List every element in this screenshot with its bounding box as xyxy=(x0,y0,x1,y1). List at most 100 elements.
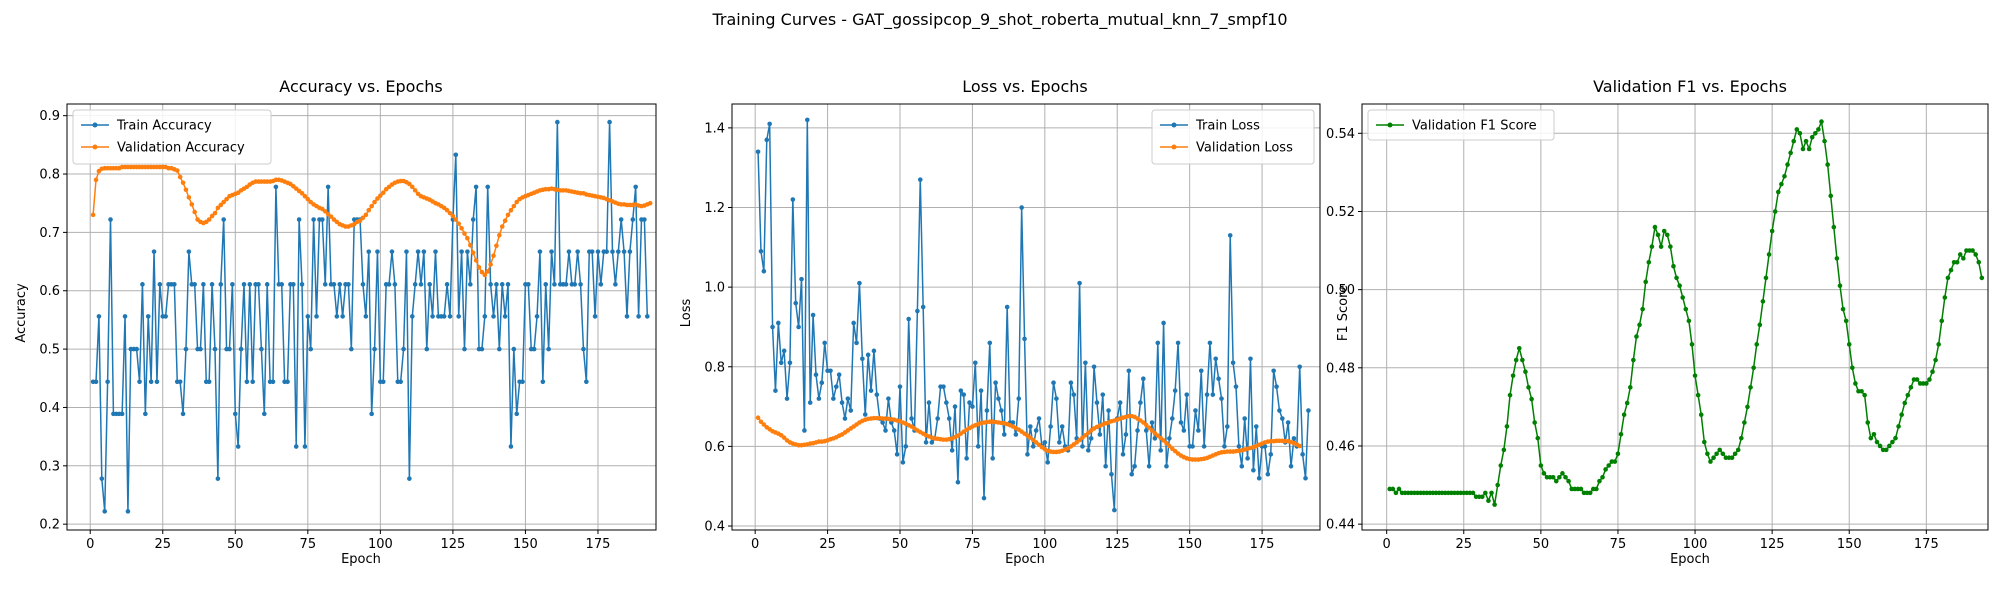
loss-xtick-label: 175 xyxy=(1250,537,1275,552)
f1-xtick-label: 175 xyxy=(1914,537,1939,552)
f1-series-0-point xyxy=(1538,463,1544,468)
f1-series-0-point xyxy=(1504,424,1510,429)
loss-series-0-point xyxy=(816,396,822,401)
loss-series-0-point xyxy=(1094,400,1100,405)
f1-series-0-point xyxy=(1954,259,1960,265)
loss-series-0-point xyxy=(970,404,975,409)
f1-series-0-point xyxy=(1677,283,1682,289)
loss-series-0-point xyxy=(889,420,894,425)
f1-series-0-point xyxy=(1794,127,1800,132)
accuracy-legend-label: Train Accuracy xyxy=(116,119,212,134)
loss-series-0-point xyxy=(1262,444,1268,449)
accuracy-series-0-point xyxy=(645,314,650,319)
f1-series-0-point xyxy=(1840,306,1846,312)
accuracy-series-1-point xyxy=(456,221,462,226)
f1-series-0-point xyxy=(1550,474,1556,480)
accuracy-series-0-point xyxy=(334,314,340,319)
f1-series-0-point xyxy=(1516,345,1522,351)
f1-series-0-point xyxy=(1705,451,1710,457)
loss-series-0-point xyxy=(1126,368,1132,374)
accuracy-series-0-point xyxy=(293,444,299,449)
accuracy-series-0-point xyxy=(581,346,586,352)
loss-series-0-point xyxy=(900,460,906,465)
accuracy-series-0-point xyxy=(613,282,618,287)
accuracy-series-1-point xyxy=(499,224,505,229)
f1-series-0-point xyxy=(1957,252,1963,257)
accuracy-series-0-point xyxy=(105,379,110,385)
loss-series-0-point xyxy=(1167,436,1172,441)
accuracy-series-1-point xyxy=(482,272,488,278)
loss-series-0-point xyxy=(964,456,969,461)
loss-xtick-label: 125 xyxy=(1105,537,1130,552)
accuracy-series-1-point xyxy=(470,250,476,256)
f1-series-0-point xyxy=(1905,392,1911,398)
accuracy-xtick-label: 50 xyxy=(227,537,244,552)
loss-series-0-point xyxy=(996,396,1001,401)
loss-series-0-point xyxy=(1169,416,1175,421)
accuracy-ytick-label: 0.8 xyxy=(39,168,60,183)
f1-series-0-point xyxy=(1621,412,1627,418)
loss-series-0-point xyxy=(897,384,903,389)
f1-series-0-point xyxy=(1708,459,1713,464)
accuracy-series-0-point xyxy=(322,282,328,287)
accuracy-series-1-point xyxy=(491,253,496,259)
loss-series-0-point xyxy=(1193,408,1198,413)
accuracy-xtick-label: 150 xyxy=(513,537,538,552)
f1-series-0-point xyxy=(1668,244,1673,249)
accuracy-series-0-point xyxy=(102,509,108,514)
f1-series-0-point xyxy=(1612,459,1618,464)
accuracy-series-0-point xyxy=(331,282,337,287)
accuracy-series-1-point xyxy=(180,180,186,186)
f1-series-0-point xyxy=(1924,381,1929,386)
loss-series-0-point xyxy=(961,392,967,397)
loss-series-0-point xyxy=(990,456,995,461)
f1-series-0-point xyxy=(1658,244,1664,249)
accuracy-title: Accuracy vs. Epochs xyxy=(279,77,442,96)
f1-series-0-point xyxy=(1646,259,1652,265)
f1-series-0-point xyxy=(1791,138,1797,144)
accuracy-series-0-point xyxy=(459,249,464,254)
f1-series-0-point xyxy=(1760,299,1766,304)
loss-series-0-point xyxy=(941,384,946,389)
loss-series-0-point xyxy=(842,416,848,421)
f1-series-0-point xyxy=(1526,385,1531,390)
f1-series-0-point xyxy=(1489,490,1494,496)
loss-series-0-point xyxy=(1268,452,1274,457)
f1-series-0-point xyxy=(1513,357,1519,363)
f1-series-0-point xyxy=(1674,275,1679,281)
accuracy-series-1-point xyxy=(485,269,491,274)
loss-series-0-point xyxy=(1288,464,1294,469)
accuracy-series-0-point xyxy=(398,379,403,385)
accuracy-series-0-point xyxy=(201,282,206,287)
f1-series-0-point xyxy=(1948,267,1954,273)
f1-series-0-point xyxy=(1627,385,1633,390)
accuracy-series-0-point xyxy=(630,217,636,222)
loss-series-0-point xyxy=(1085,448,1091,453)
f1-series-0-point xyxy=(1594,486,1599,492)
loss-series-0-point xyxy=(1123,432,1129,437)
accuracy-series-0-point xyxy=(491,314,496,319)
loss-series-0-point xyxy=(1271,368,1276,374)
f1-series-0-point xyxy=(1664,232,1670,238)
accuracy-series-0-point xyxy=(462,346,467,352)
accuracy-series-0-point xyxy=(401,346,406,352)
accuracy-series-0-point xyxy=(485,184,491,190)
loss-series-0-point xyxy=(1016,396,1022,401)
accuracy-series-0-point xyxy=(552,282,557,287)
f1-series-0-point xyxy=(1908,385,1914,390)
loss-series-0-point xyxy=(1030,444,1036,449)
loss-series-0-point xyxy=(1138,400,1143,405)
f1-series-0-point xyxy=(1717,447,1723,453)
loss-series-1-point xyxy=(1146,425,1152,430)
loss-series-0-point xyxy=(871,348,877,354)
loss-series-0-point xyxy=(978,388,984,393)
loss-series-0-point xyxy=(958,388,964,393)
accuracy-series-0-point xyxy=(627,249,633,254)
accuracy-series-0-point xyxy=(192,282,197,287)
f1-series-0-point xyxy=(1563,474,1568,480)
accuracy-series-1-point xyxy=(360,215,366,221)
accuracy-ytick-label: 0.6 xyxy=(39,284,60,299)
loss-title: Loss vs. Epochs xyxy=(962,77,1087,96)
accuracy-series-0-point xyxy=(99,476,105,481)
accuracy-series-0-line xyxy=(93,121,649,513)
